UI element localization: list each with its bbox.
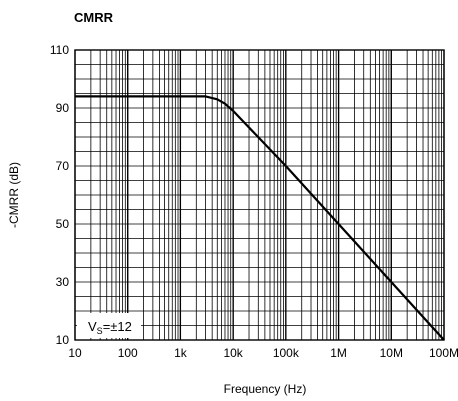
y-tick-label: 30 [56, 275, 70, 289]
supply-voltage-annotation: VS=±12 [88, 319, 132, 336]
tick-labels: 10 100 1k 10k 100k 1M 10M 100M 10 30 50 70 90 110 [50, 43, 458, 360]
y-tick-label: 50 [56, 217, 70, 231]
y-tick-label: 10 [56, 333, 70, 347]
cmrr-curve [75, 95, 445, 341]
annotation-box [77, 313, 141, 338]
y-tick-label: 70 [56, 159, 70, 173]
x-tick-label: 100k [273, 346, 300, 360]
x-tick-label: 100M [429, 346, 458, 360]
x-tick-label: 10 [68, 346, 82, 360]
series-layer [75, 95, 445, 341]
annotation-main: V [88, 319, 97, 334]
x-tick-label: 1M [330, 346, 347, 360]
annotation-rest: =±12 [103, 319, 132, 334]
x-tick-label: 1k [174, 346, 188, 360]
x-tick-label: 100 [118, 346, 138, 360]
x-axis-label: Frequency (Hz) [224, 382, 307, 396]
grid [74, 49, 445, 341]
y-axis-label: -CMRR (dB) [7, 162, 21, 228]
x-tick-label: 10k [223, 346, 243, 360]
y-tick-label: 110 [50, 43, 69, 57]
plot-frame [74, 49, 445, 341]
y-tick-label: 90 [56, 101, 70, 115]
x-tick-label: 10M [380, 346, 403, 360]
chart-title: CMRR [74, 10, 114, 25]
annotation-sub: S [97, 326, 103, 336]
